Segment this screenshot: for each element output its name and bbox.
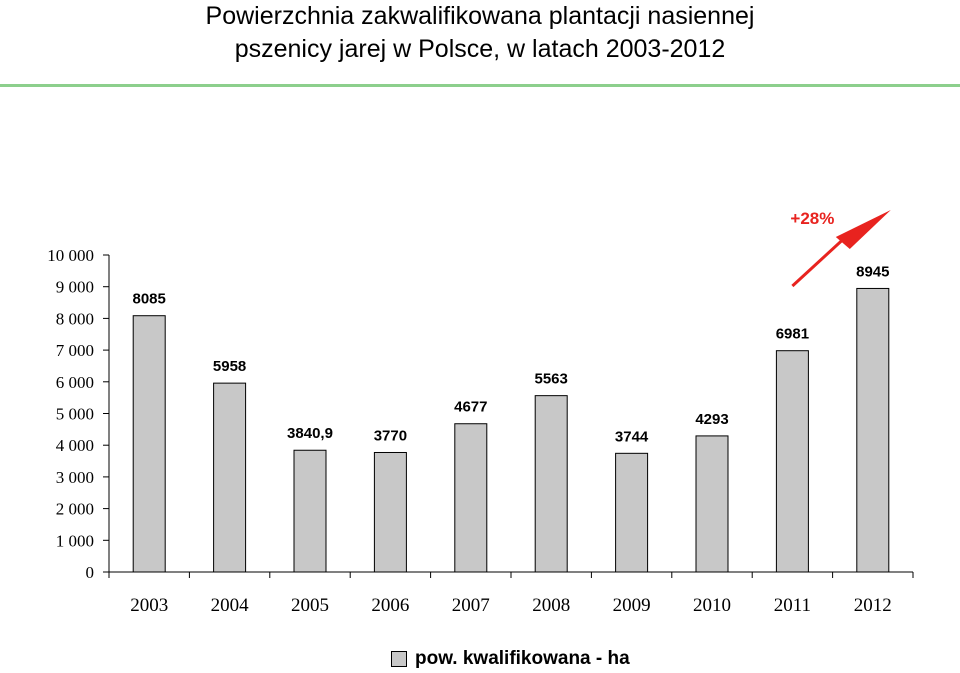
y-tick-label: 8 000 <box>56 309 94 328</box>
bar <box>373 451 407 573</box>
trend-arrow-line <box>791 234 848 288</box>
data-label: 8085 <box>133 291 166 308</box>
data-label: 5563 <box>535 371 568 388</box>
y-tick-label: 6 000 <box>56 373 94 392</box>
bar <box>615 452 649 573</box>
data-label: 3840,9 <box>287 425 333 442</box>
x-tick-label: 2003 <box>130 595 168 616</box>
bar <box>856 287 890 573</box>
bar <box>775 350 809 573</box>
x-tick-label: 2011 <box>774 595 811 616</box>
y-tick-label: 10 000 <box>47 246 94 265</box>
chart-title-line-2: pszenicy jarej w Polsce, w latach 2003-2… <box>234 35 726 63</box>
legend: pow. kwalifikowana - ha <box>391 648 630 670</box>
data-label: 4293 <box>695 411 728 428</box>
x-tick-label: 2005 <box>291 595 329 616</box>
bar <box>534 395 568 573</box>
bar <box>213 382 247 573</box>
y-tick-label: 1 000 <box>56 531 94 550</box>
growth-annotation: +28% <box>790 209 891 288</box>
y-tick-label: 2 000 <box>56 500 94 519</box>
y-tick-label: 5 000 <box>56 405 94 424</box>
trend-arrow-head <box>835 210 891 249</box>
y-tick-label: 0 <box>86 563 95 582</box>
data-label: 6981 <box>776 326 809 343</box>
y-tick-label: 3 000 <box>56 468 94 487</box>
x-tick-label: 2004 <box>211 595 250 616</box>
x-tick-label: 2008 <box>532 595 570 616</box>
x-tick-label: 2006 <box>371 595 409 616</box>
legend-swatch <box>391 651 407 667</box>
data-label: 8945 <box>856 263 889 280</box>
bar <box>454 423 488 573</box>
y-axis: 0 1 000 2 000 3 000 4 000 5 000 6 000 7 000 8 00… <box>47 246 110 582</box>
y-tick-label: 7 000 <box>56 341 94 360</box>
chart-title: Powierzchnia zakwalifikowana plantacji n… <box>0 0 960 72</box>
x-tick-label: 2007 <box>452 595 490 616</box>
data-label: 3744 <box>615 428 649 445</box>
title-divider <box>0 84 960 87</box>
data-label: 3770 <box>374 427 407 444</box>
x-tick-label: 2009 <box>613 595 651 616</box>
bar <box>132 315 166 573</box>
data-label: 4677 <box>454 399 487 416</box>
data-label: 5958 <box>213 358 246 375</box>
annotation-label: +28% <box>790 209 834 228</box>
bar <box>695 435 729 573</box>
legend-label: pow. kwalifikowana - ha <box>415 648 630 669</box>
x-tick-label: 2012 <box>854 595 892 616</box>
chart-title-line-1: Powierzchnia zakwalifikowana plantacji n… <box>205 2 755 30</box>
x-tick-label: 2010 <box>693 595 731 616</box>
x-axis: 2003 2004 2005 2006 2007 2008 2009 2010 2011 2012 <box>108 571 914 616</box>
bars: 8085 5958 3840,9 3770 4677 5563 3744 4293 6981 89… <box>132 263 890 573</box>
bar <box>293 449 327 573</box>
y-tick-label: 4 000 <box>56 436 94 455</box>
y-tick-label: 9 000 <box>56 278 94 297</box>
